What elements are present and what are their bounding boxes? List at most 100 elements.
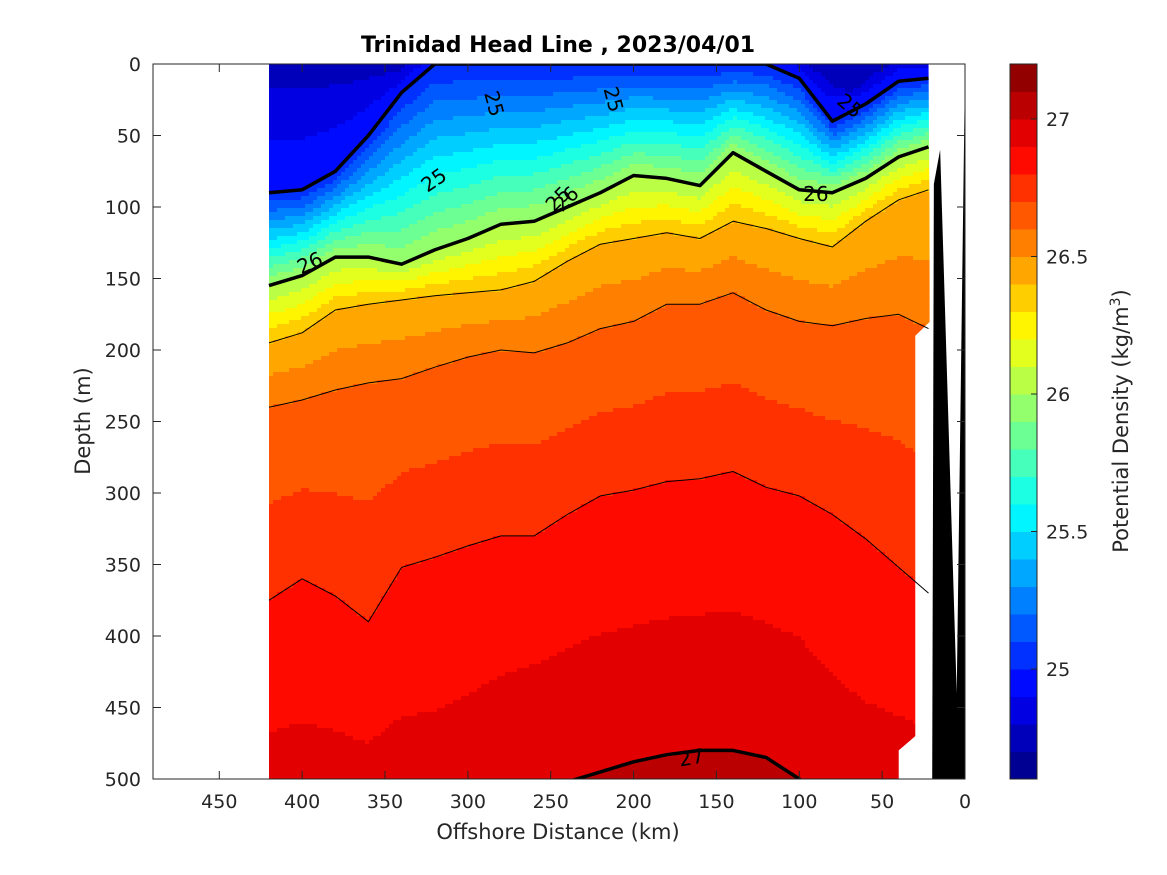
density-cell bbox=[353, 384, 358, 389]
density-cell bbox=[349, 560, 354, 565]
density-cell bbox=[377, 504, 382, 509]
density-cell bbox=[305, 668, 310, 673]
density-cell bbox=[369, 188, 374, 193]
density-cell bbox=[349, 508, 354, 513]
density-cell bbox=[353, 172, 358, 177]
density-cell bbox=[313, 456, 318, 461]
density-cell bbox=[377, 312, 382, 317]
density-cell bbox=[329, 92, 334, 97]
density-cell bbox=[293, 152, 298, 157]
density-cell bbox=[293, 160, 298, 165]
density-cell bbox=[345, 584, 350, 589]
density-cell bbox=[349, 168, 354, 173]
density-cell bbox=[313, 640, 318, 645]
density-cell bbox=[277, 236, 282, 241]
density-cell bbox=[317, 500, 322, 505]
density-cell bbox=[345, 144, 350, 149]
density-cell bbox=[289, 364, 294, 369]
density-cell bbox=[365, 164, 370, 169]
density-cell bbox=[289, 260, 294, 265]
density-cell bbox=[289, 284, 294, 289]
density-cell bbox=[365, 520, 370, 525]
density-cell bbox=[369, 752, 374, 757]
density-cell bbox=[277, 340, 282, 345]
density-cell bbox=[325, 136, 330, 141]
density-cell bbox=[281, 680, 286, 685]
density-cell bbox=[333, 636, 338, 641]
density-cell bbox=[301, 396, 306, 401]
density-cell bbox=[277, 636, 282, 641]
density-cell bbox=[345, 480, 350, 485]
density-cell bbox=[305, 308, 310, 313]
density-cell bbox=[345, 564, 350, 569]
density-cell bbox=[301, 268, 306, 273]
density-cell bbox=[345, 756, 350, 761]
density-cell bbox=[277, 72, 282, 77]
density-cell bbox=[349, 64, 354, 69]
density-cell bbox=[365, 144, 370, 149]
density-cell bbox=[365, 448, 370, 453]
density-cell bbox=[341, 332, 346, 337]
density-cell bbox=[317, 616, 322, 621]
density-cell bbox=[341, 180, 346, 185]
density-cell bbox=[277, 620, 282, 625]
density-cell bbox=[317, 556, 322, 561]
density-cell bbox=[313, 272, 318, 277]
density-cell bbox=[289, 768, 294, 773]
density-cell bbox=[337, 768, 342, 773]
density-cell bbox=[269, 488, 274, 493]
density-cell bbox=[341, 520, 346, 525]
density-cell bbox=[345, 636, 350, 641]
density-cell bbox=[285, 752, 290, 757]
density-cell bbox=[297, 752, 302, 757]
density-cell bbox=[301, 728, 306, 733]
density-cell bbox=[281, 592, 286, 597]
density-cell bbox=[297, 460, 302, 465]
density-cell bbox=[273, 428, 278, 433]
density-cell bbox=[277, 316, 282, 321]
density-cell bbox=[273, 284, 278, 289]
density-cell bbox=[317, 284, 322, 289]
density-cell bbox=[377, 620, 382, 625]
density-cell bbox=[365, 636, 370, 641]
density-cell bbox=[333, 372, 338, 377]
density-cell bbox=[285, 312, 290, 317]
density-cell bbox=[333, 612, 338, 617]
density-cell bbox=[281, 440, 286, 445]
density-cell bbox=[369, 680, 374, 685]
density-cell bbox=[337, 444, 342, 449]
density-cell bbox=[289, 468, 294, 473]
density-cell bbox=[369, 332, 374, 337]
density-cell bbox=[301, 580, 306, 585]
density-cell bbox=[369, 400, 374, 405]
density-cell bbox=[329, 220, 334, 225]
density-cell bbox=[269, 532, 274, 537]
density-cell bbox=[285, 720, 290, 725]
density-cell bbox=[309, 724, 314, 729]
density-cell bbox=[269, 264, 274, 269]
density-cell bbox=[325, 100, 330, 105]
density-cell bbox=[305, 476, 310, 481]
density-cell bbox=[285, 208, 290, 213]
density-cell bbox=[297, 444, 302, 449]
density-cell bbox=[337, 536, 342, 541]
density-cell bbox=[321, 592, 326, 597]
density-cell bbox=[293, 420, 298, 425]
density-cell bbox=[273, 352, 278, 357]
density-cell bbox=[365, 684, 370, 689]
density-cell bbox=[301, 544, 306, 549]
density-cell bbox=[361, 496, 366, 501]
density-cell bbox=[373, 376, 378, 381]
density-cell bbox=[285, 688, 290, 693]
density-cell bbox=[269, 324, 274, 329]
density-cell bbox=[309, 628, 314, 633]
density-cell bbox=[313, 216, 318, 221]
density-cell bbox=[293, 372, 298, 377]
density-cell bbox=[289, 572, 294, 577]
density-cell bbox=[337, 260, 342, 265]
density-cell bbox=[337, 380, 342, 385]
density-cell bbox=[345, 364, 350, 369]
density-cell bbox=[301, 296, 306, 301]
density-cell bbox=[269, 168, 274, 173]
density-cell bbox=[349, 260, 354, 265]
